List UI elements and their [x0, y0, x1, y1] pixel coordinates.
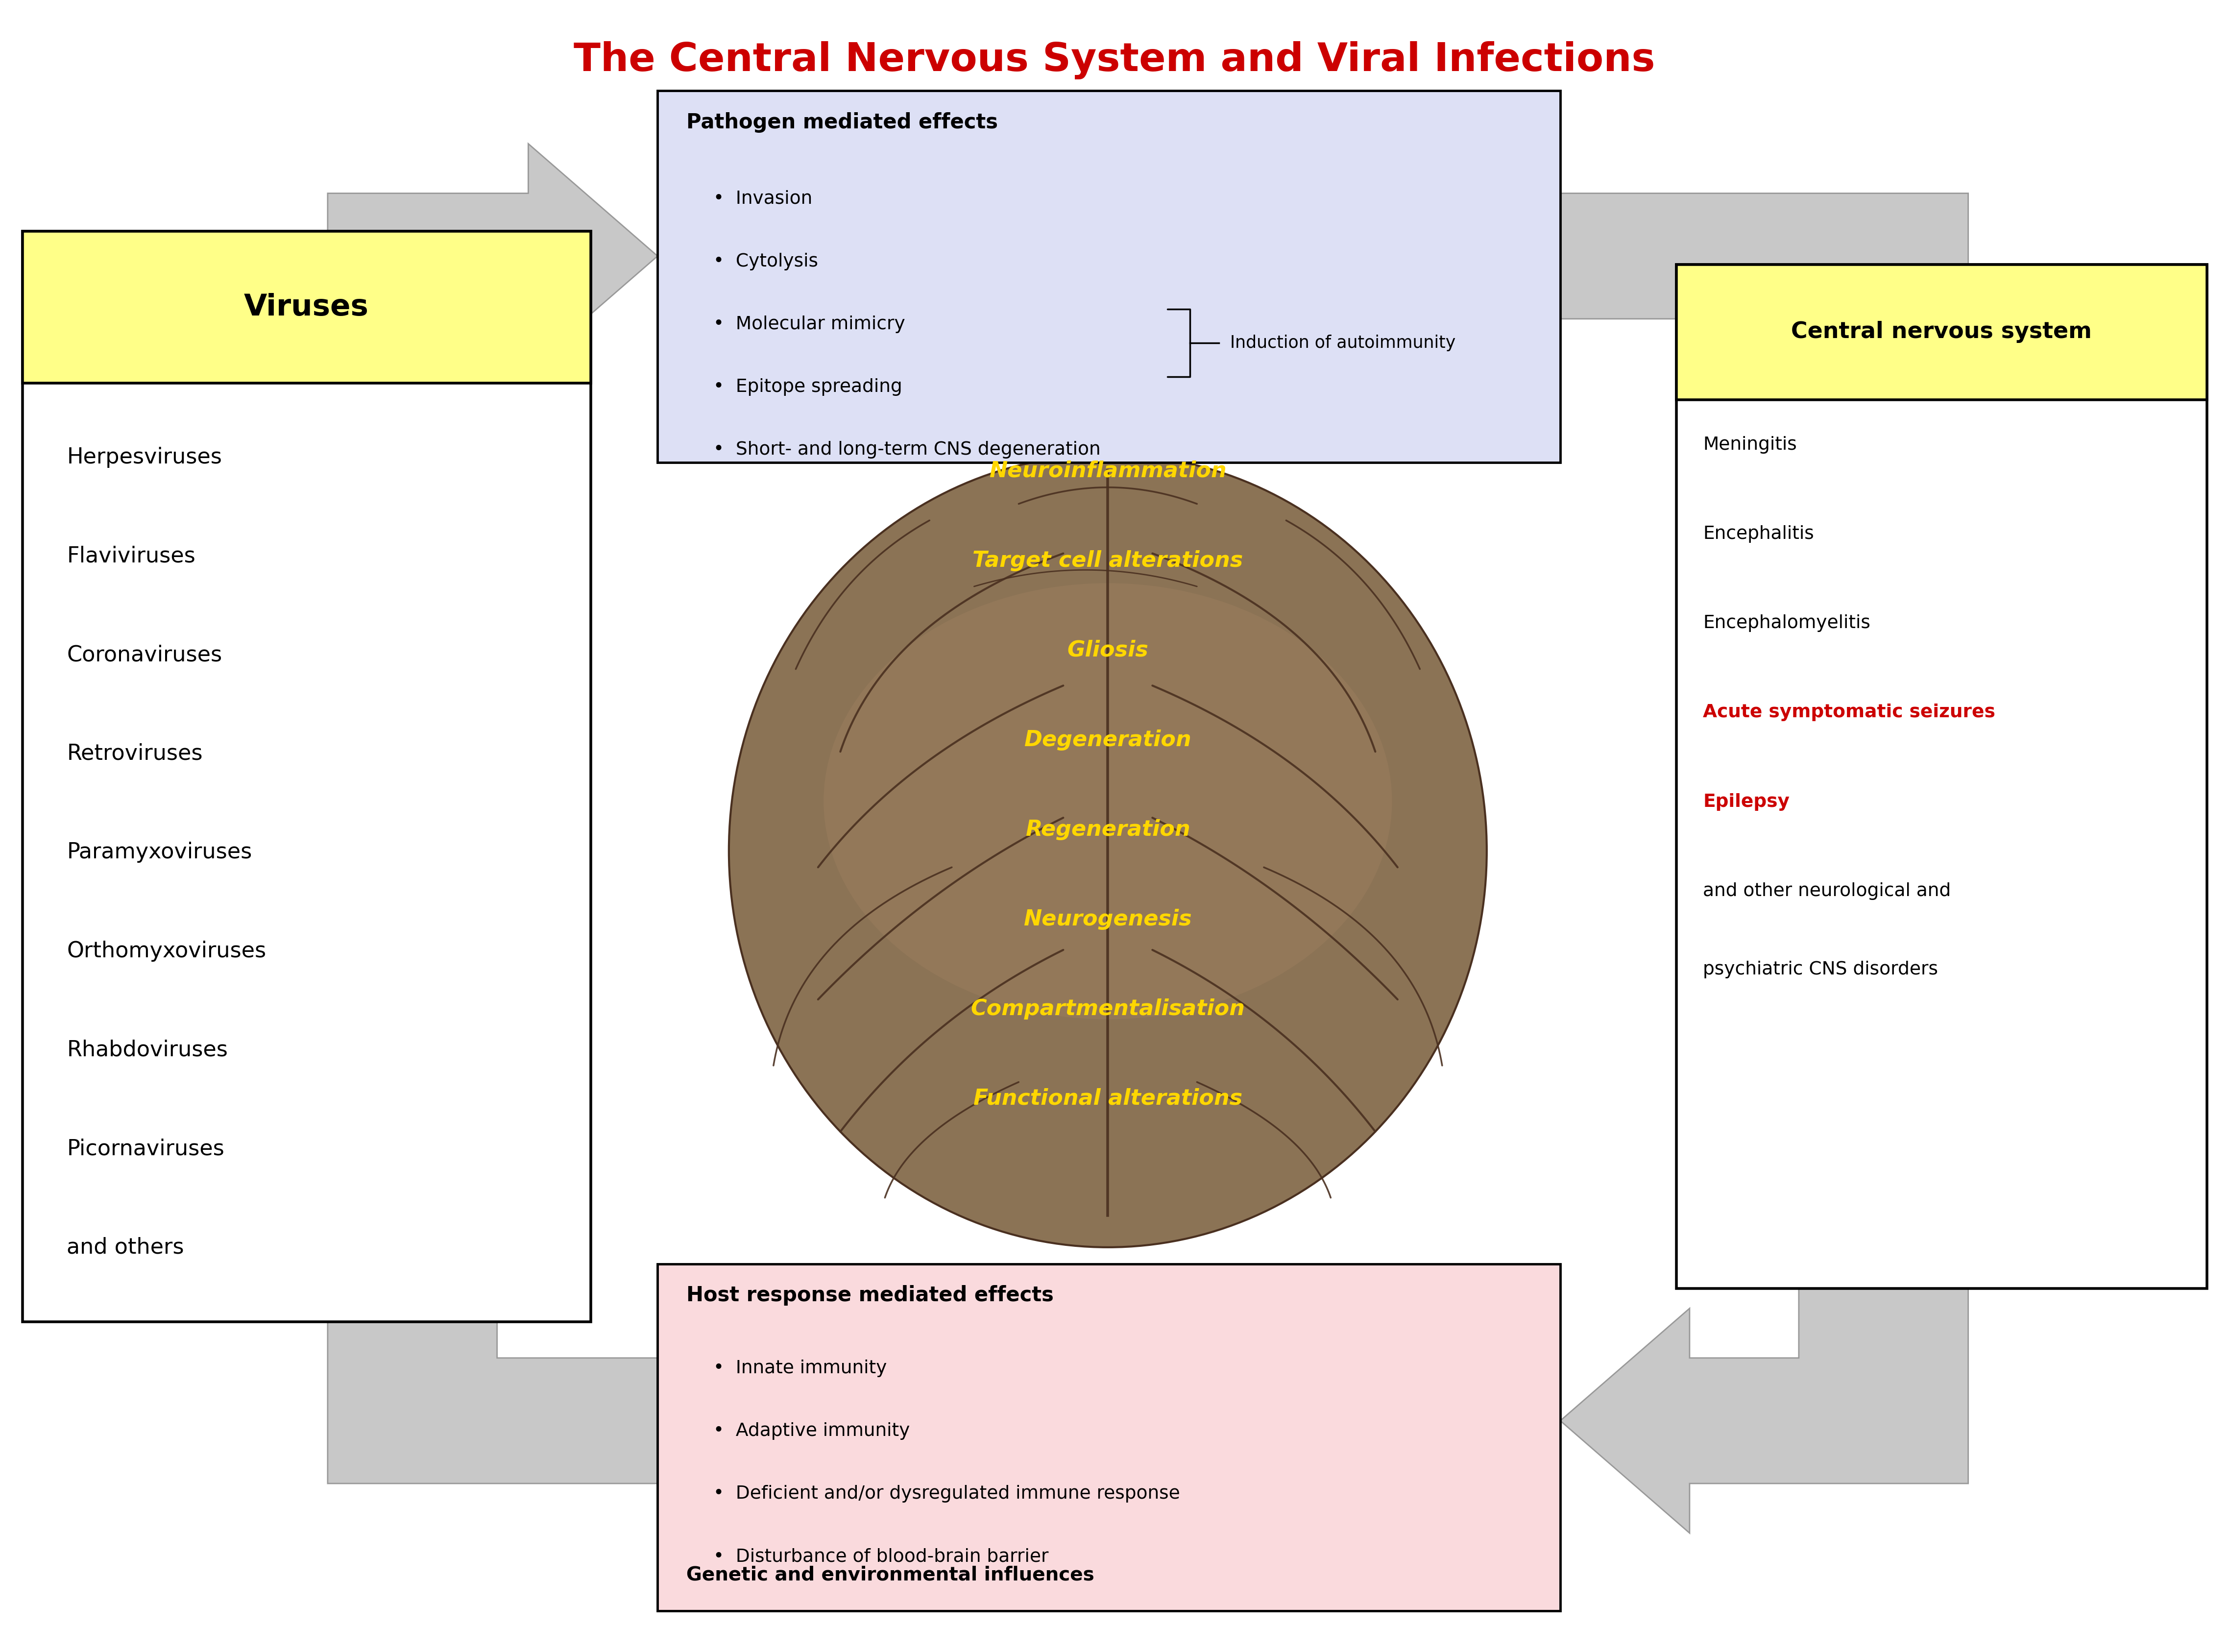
Text: Neuroinflammation: Neuroinflammation: [990, 461, 1226, 481]
Text: Flaviviruses: Flaviviruses: [67, 545, 196, 567]
Polygon shape: [261, 1008, 658, 1483]
Text: Neurogenesis: Neurogenesis: [1023, 909, 1193, 930]
FancyBboxPatch shape: [22, 231, 591, 383]
Text: •  Cytolysis: • Cytolysis: [713, 253, 818, 271]
Text: Epilepsy: Epilepsy: [1703, 793, 1790, 811]
Text: and other neurological and: and other neurological and: [1703, 882, 1950, 900]
Text: Orthomyxoviruses: Orthomyxoviruses: [67, 940, 265, 961]
Text: •  Molecular mimicry: • Molecular mimicry: [713, 316, 905, 334]
FancyBboxPatch shape: [1676, 264, 2207, 1289]
FancyBboxPatch shape: [1676, 264, 2207, 400]
FancyBboxPatch shape: [658, 91, 1560, 463]
FancyBboxPatch shape: [22, 231, 591, 1322]
Text: •  Epitope spreading: • Epitope spreading: [713, 378, 903, 396]
Text: Central nervous system: Central nervous system: [1792, 320, 2091, 344]
Text: •  Innate immunity: • Innate immunity: [713, 1360, 887, 1378]
Text: Regeneration: Regeneration: [1025, 819, 1190, 841]
Text: Encephalomyelitis: Encephalomyelitis: [1703, 615, 1870, 633]
Text: and others: and others: [67, 1237, 185, 1257]
Text: Host response mediated effects: Host response mediated effects: [687, 1285, 1054, 1305]
Text: •  Adaptive immunity: • Adaptive immunity: [713, 1422, 909, 1441]
Text: Pathogen mediated effects: Pathogen mediated effects: [687, 112, 999, 132]
Text: Picornaviruses: Picornaviruses: [67, 1138, 225, 1160]
Text: Degeneration: Degeneration: [1023, 729, 1193, 750]
FancyBboxPatch shape: [658, 1264, 1560, 1611]
Text: psychiatric CNS disorders: psychiatric CNS disorders: [1703, 961, 1937, 978]
Text: Rhabdoviruses: Rhabdoviruses: [67, 1039, 227, 1061]
Text: Coronaviruses: Coronaviruses: [67, 644, 223, 666]
Polygon shape: [1560, 193, 2035, 570]
Text: Gliosis: Gliosis: [1068, 639, 1148, 661]
Polygon shape: [1560, 1082, 1968, 1533]
Text: Acute symptomatic seizures: Acute symptomatic seizures: [1703, 704, 1995, 722]
Polygon shape: [328, 144, 658, 636]
Text: •  Invasion: • Invasion: [713, 190, 811, 208]
Text: Genetic and environmental influences: Genetic and environmental influences: [687, 1566, 1094, 1584]
Text: Functional alterations: Functional alterations: [974, 1089, 1242, 1108]
Ellipse shape: [729, 454, 1487, 1247]
Text: Compartmentalisation: Compartmentalisation: [970, 998, 1246, 1019]
Text: •  Short- and long-term CNS degeneration: • Short- and long-term CNS degeneration: [713, 441, 1101, 459]
Text: The Central Nervous System and Viral Infections: The Central Nervous System and Viral Inf…: [573, 41, 1656, 79]
Text: Target cell alterations: Target cell alterations: [972, 550, 1244, 572]
Ellipse shape: [825, 583, 1391, 1019]
Text: Encephalitis: Encephalitis: [1703, 525, 1814, 544]
Text: Retroviruses: Retroviruses: [67, 743, 203, 765]
Text: Herpesviruses: Herpesviruses: [67, 448, 223, 468]
Text: •  Disturbance of blood-brain barrier: • Disturbance of blood-brain barrier: [713, 1548, 1048, 1566]
Text: •  Deficient and/or dysregulated immune response: • Deficient and/or dysregulated immune r…: [713, 1485, 1179, 1503]
Text: Paramyxoviruses: Paramyxoviruses: [67, 843, 252, 862]
Text: Viruses: Viruses: [243, 292, 370, 322]
Text: Induction of autoimmunity: Induction of autoimmunity: [1230, 334, 1456, 352]
Text: Meningitis: Meningitis: [1703, 436, 1797, 454]
